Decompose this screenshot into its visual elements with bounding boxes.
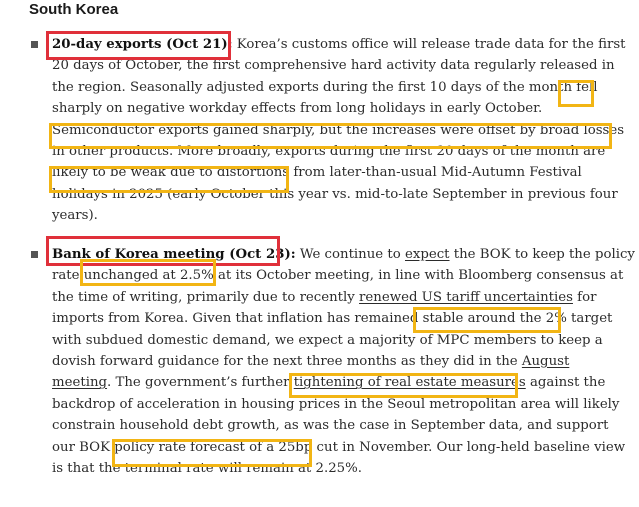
link-august-meeting[interactable]: August <box>521 354 570 370</box>
text-line: 20 days of October, the first comprehens… <box>52 58 615 74</box>
bullet-marker-exports <box>31 41 38 48</box>
item-title: 20-day exports (Oct 21): <box>52 37 233 52</box>
item-title: Bank of Korea meeting (Oct 23): <box>52 247 296 262</box>
text-line: the region. Seasonally adjusted exports … <box>52 79 598 95</box>
bullet-exports: 20-day exports (Oct 21): Korea’s customs… <box>52 34 626 227</box>
text-line: likely to be weak due to distortions fro… <box>52 165 582 181</box>
text-line: holidays in 2025 (early October this yea… <box>52 186 618 202</box>
text-line: dovish forward guidance for the next thr… <box>52 354 570 370</box>
text-line: our BOK policy rate forecast of a 25bp c… <box>52 439 626 455</box>
text-line: backdrop of acceleration in housing pric… <box>52 396 620 412</box>
text-line: the time of writing, primarily due to re… <box>52 289 597 305</box>
bullet-bok-meeting: Bank of Korea meeting (Oct 23): We conti… <box>52 244 635 479</box>
text-line: meeting. The government’s further tighte… <box>52 375 606 391</box>
text-line: imports from Korea. Given that inflation… <box>52 311 613 327</box>
link-august-meeting-2[interactable]: meeting <box>52 375 108 391</box>
text-line: is that the terminal rate will remain at… <box>52 461 362 477</box>
text-line: constrain household debt growth, as was … <box>52 418 609 434</box>
text-line: in other products. More broadly, exports… <box>52 144 606 160</box>
text-line: sharply on negative workday effects from… <box>52 101 543 117</box>
link-tariff-uncertainties[interactable]: renewed US tariff uncertainties <box>359 289 573 305</box>
text-line: Bank of Korea meeting (Oct 23): We conti… <box>52 247 635 262</box>
text-line: years). <box>52 208 98 224</box>
bullet-marker-bok <box>31 251 38 258</box>
text-line: rate unchanged at 2.5% at its October me… <box>52 268 624 284</box>
section-heading: South Korea <box>29 1 119 18</box>
link-real-estate-measures[interactable]: tightening of real estate measures <box>293 375 526 391</box>
text-line: Semiconductor exports gained sharply, bu… <box>52 122 625 138</box>
text-line: 20-day exports (Oct 21): Korea’s customs… <box>52 37 626 52</box>
link-expect[interactable]: expect <box>404 247 450 262</box>
text-line: with subdued domestic demand, we expect … <box>52 332 603 348</box>
